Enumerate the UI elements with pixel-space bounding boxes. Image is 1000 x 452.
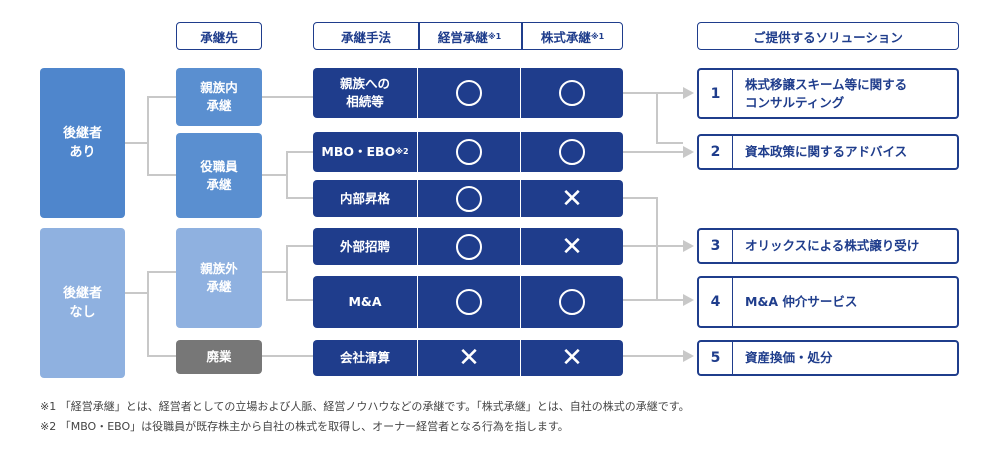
- connector-line: [656, 93, 683, 144]
- header-successor: 承継先: [176, 22, 262, 50]
- stock-cell: [520, 68, 623, 118]
- cross-icon: ✕: [561, 183, 583, 214]
- connector-line: [125, 96, 176, 144]
- solution-item: 5 資産換価・処分: [697, 340, 959, 376]
- solution-item: 2 資本政策に関するアドバイス: [697, 134, 959, 170]
- header-stock: 株式承継 ※1: [540, 29, 605, 45]
- management-cell: [417, 180, 520, 217]
- cross-icon: ✕: [561, 343, 583, 373]
- connector-line: [286, 175, 313, 199]
- stock-cell: ✕: [520, 228, 623, 265]
- circle-icon: [559, 289, 585, 315]
- management-cell: [417, 228, 520, 265]
- connector-line: [125, 271, 176, 294]
- destination-non-family: 親族外 承継: [176, 228, 262, 328]
- connector-line: [147, 143, 176, 176]
- circle-icon: [559, 139, 585, 165]
- footnote-1: ※1 「経営承継」とは、経営者としての立場および人脈、経営ノウハウなどの承継です…: [40, 400, 690, 413]
- method-name: MBO・EBO ※2: [321, 144, 409, 159]
- circle-icon: [456, 139, 482, 165]
- method-row: 親族への 相続等: [313, 68, 623, 118]
- solution-number: 5: [699, 342, 733, 374]
- destination-employee: 役職員 承継: [176, 133, 262, 218]
- solution-text: 資本政策に関するアドバイス: [745, 144, 908, 159]
- solution-number: 3: [699, 230, 733, 262]
- arrow-head-icon: [683, 350, 694, 362]
- header-divider: [418, 22, 420, 50]
- management-cell: ✕: [417, 340, 520, 376]
- solution-number: 2: [699, 136, 733, 168]
- solution-text: 株式移譲スキーム等に関する コンサルティング: [745, 76, 908, 110]
- destination-family: 親族内 承継: [176, 68, 262, 126]
- destination-closure: 廃業: [176, 340, 262, 374]
- method-row: 外部招聘 ✕: [313, 228, 623, 265]
- solution-item: 4 M&A 仲介サービス: [697, 276, 959, 328]
- connector-line: [262, 245, 313, 273]
- circle-icon: [456, 289, 482, 315]
- method-row: 内部昇格 ✕: [313, 180, 623, 217]
- management-cell: [417, 132, 520, 172]
- connector-line: [623, 197, 683, 247]
- management-cell: [417, 276, 520, 328]
- connector-line: [262, 151, 313, 176]
- header-method: 承継手法: [340, 29, 391, 45]
- circle-icon: [456, 185, 482, 212]
- arrow-head-icon: [683, 146, 694, 158]
- header-management: 経営承継 ※1: [437, 29, 502, 45]
- solution-number: 1: [699, 70, 733, 117]
- method-row: M&A: [313, 276, 623, 328]
- circle-icon: [456, 80, 482, 106]
- solution-number: 4: [699, 278, 733, 326]
- cross-icon: ✕: [561, 231, 583, 262]
- method-name: 親族への 相続等: [339, 76, 390, 109]
- circle-icon: [456, 233, 482, 260]
- arrow-head-icon: [683, 87, 694, 99]
- arrow-head-icon: [683, 240, 694, 252]
- stock-cell: ✕: [520, 180, 623, 217]
- connector-line: [286, 272, 313, 301]
- arrow-head-icon: [683, 294, 694, 306]
- stock-cell: [520, 276, 623, 328]
- connector-line: [623, 246, 658, 301]
- method-name: M&A: [348, 294, 382, 309]
- solution-item: 1 株式移譲スキーム等に関する コンサルティング: [697, 68, 959, 119]
- successor-group-no: 後継者 なし: [40, 228, 125, 378]
- management-cell: [417, 68, 520, 118]
- successor-group-yes: 後継者 あり: [40, 68, 125, 218]
- method-row: 会社清算 ✕ ✕: [313, 340, 623, 376]
- cross-icon: ✕: [458, 343, 480, 373]
- solution-item: 3 オリックスによる株式譲り受け: [697, 228, 959, 264]
- stock-cell: ✕: [520, 340, 623, 376]
- header-solutions: ご提供するソリューション: [697, 22, 959, 50]
- header-divider: [521, 22, 523, 50]
- circle-icon: [559, 80, 585, 106]
- footnote-2: ※2 「MBO・EBO」は役職員が既存株主から自社の株式を取得し、オーナー経営者…: [40, 420, 569, 433]
- method-name: 内部昇格: [339, 190, 390, 206]
- method-name: 会社清算: [339, 350, 390, 365]
- solution-text: オリックスによる株式譲り受け: [745, 238, 920, 253]
- connector-line: [147, 293, 176, 357]
- stock-cell: [520, 132, 623, 172]
- header-method-group: 承継手法 経営承継 ※1 株式承継 ※1: [313, 22, 623, 50]
- method-name: 外部招聘: [339, 238, 390, 254]
- solution-text: 資産換価・処分: [745, 350, 833, 365]
- method-row: MBO・EBO ※2: [313, 132, 623, 172]
- solution-text: M&A 仲介サービス: [745, 294, 858, 309]
